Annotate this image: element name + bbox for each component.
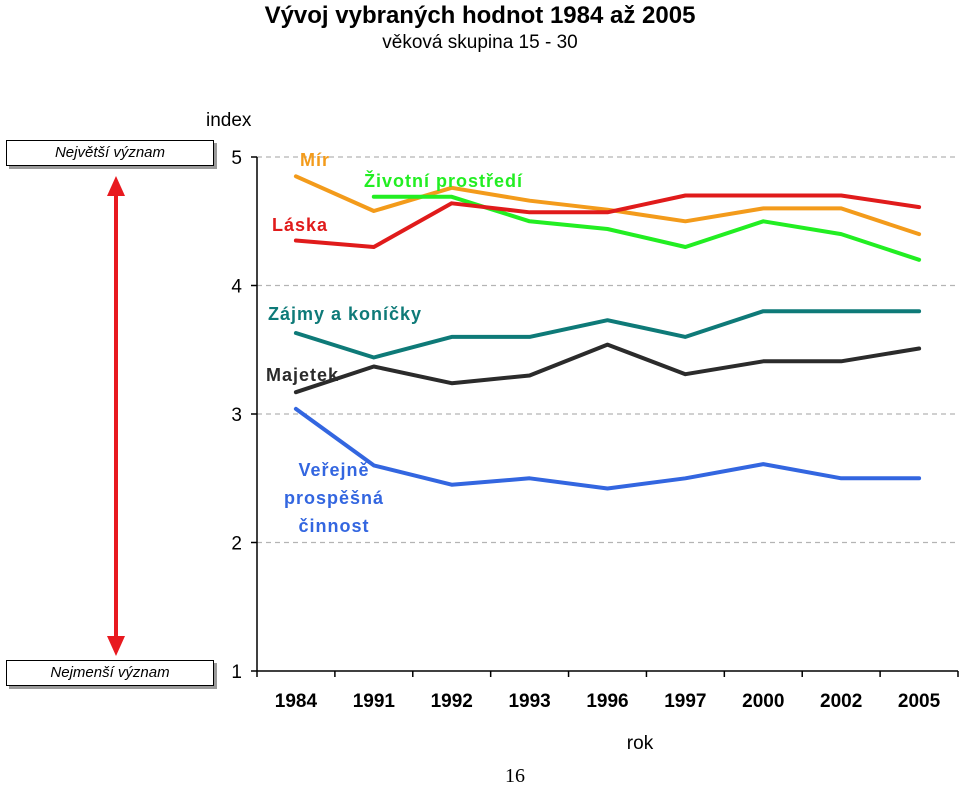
y-tick-label: 2 <box>231 534 242 555</box>
scale-arrow-head-up <box>107 176 125 196</box>
x-tick-label: 2002 <box>820 691 862 712</box>
series-line <box>293 193 922 249</box>
series-line <box>371 194 922 262</box>
series-label: činnost <box>298 516 369 536</box>
y-tick-label: 4 <box>231 277 242 298</box>
series-label: Veřejně <box>298 460 369 480</box>
x-tick-label: 1991 <box>353 691 396 712</box>
series-line <box>293 342 922 395</box>
series-line <box>293 174 922 237</box>
scale-arrow-head-down <box>107 636 125 656</box>
y-axis-label: index <box>206 110 252 131</box>
series-label: Zájmy a koníčky <box>268 304 422 324</box>
x-tick-label: 1997 <box>664 691 706 712</box>
x-tick-label: 2005 <box>898 691 941 712</box>
x-tick-label: 2000 <box>742 691 784 712</box>
top-scale-label: Největší význam <box>6 140 214 166</box>
y-tick-label: 1 <box>231 662 242 683</box>
x-tick-label: 1993 <box>508 691 550 712</box>
series-label: Mír <box>300 150 330 170</box>
series-label: Životní prostředí <box>364 170 523 191</box>
chart-subtitle: věková skupina 15 - 30 <box>382 32 578 53</box>
y-tick-label: 5 <box>231 148 242 169</box>
page-number: 16 <box>505 765 525 787</box>
chart-title: Vývoj vybraných hodnot 1984 až 2005 <box>264 2 696 29</box>
series-line <box>293 309 922 360</box>
bottom-scale-label: Nejmenší význam <box>6 660 214 686</box>
series-line <box>293 406 922 491</box>
x-tick-label: 1996 <box>586 691 628 712</box>
y-tick-label: 3 <box>231 405 242 426</box>
x-tick-label: 1992 <box>431 691 473 712</box>
series-label: Majetek <box>266 365 339 385</box>
series-label: Láska <box>272 215 328 235</box>
series-label: prospěšná <box>284 488 384 508</box>
x-tick-label: 1984 <box>275 691 318 712</box>
x-axis-label: rok <box>627 733 654 754</box>
